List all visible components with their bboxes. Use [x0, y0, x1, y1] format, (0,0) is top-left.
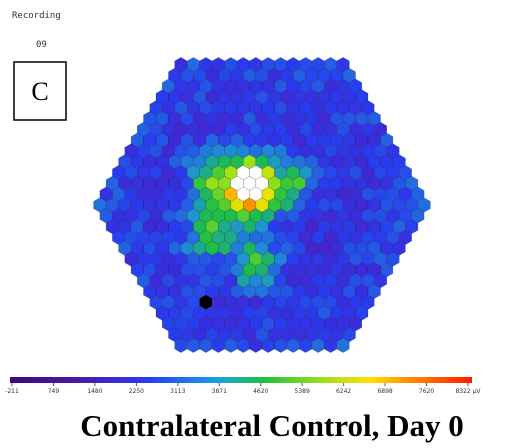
recording-label: Recording: [12, 11, 61, 21]
colorbar-tick-label: 6898: [377, 388, 392, 395]
colorbar-tick-label: 3871: [212, 388, 227, 395]
colorbar-tick-label: 7620: [419, 388, 434, 395]
hex-cell: [336, 337, 350, 353]
colorbar-tick-label: -211: [5, 388, 19, 395]
colorbar-tick-label: 2250: [129, 388, 144, 395]
hex-map: [93, 57, 431, 353]
colorbar-tick-label: 749: [48, 388, 60, 395]
caption: Contralateral Control, Day 0: [80, 408, 463, 443]
recording-number: 09: [36, 40, 47, 50]
panel-letter: C: [31, 77, 48, 106]
colorbar-tick-label: 6242: [336, 388, 351, 395]
colorbar: [10, 377, 472, 383]
colorbar-ticks: -211 749 1480 2250 3113 3871 4620 5389 6242 6898 7…: [5, 383, 481, 395]
colorbar-tick-label: 1480: [87, 388, 102, 395]
colorbar-tick-label: 8322 µV: [455, 388, 481, 395]
colorbar-tick-label: 4620: [253, 388, 268, 395]
colorbar-tick-label: 5389: [295, 388, 310, 395]
panel-box: [13, 61, 67, 121]
colorbar-tick-label: 3113: [170, 388, 185, 395]
